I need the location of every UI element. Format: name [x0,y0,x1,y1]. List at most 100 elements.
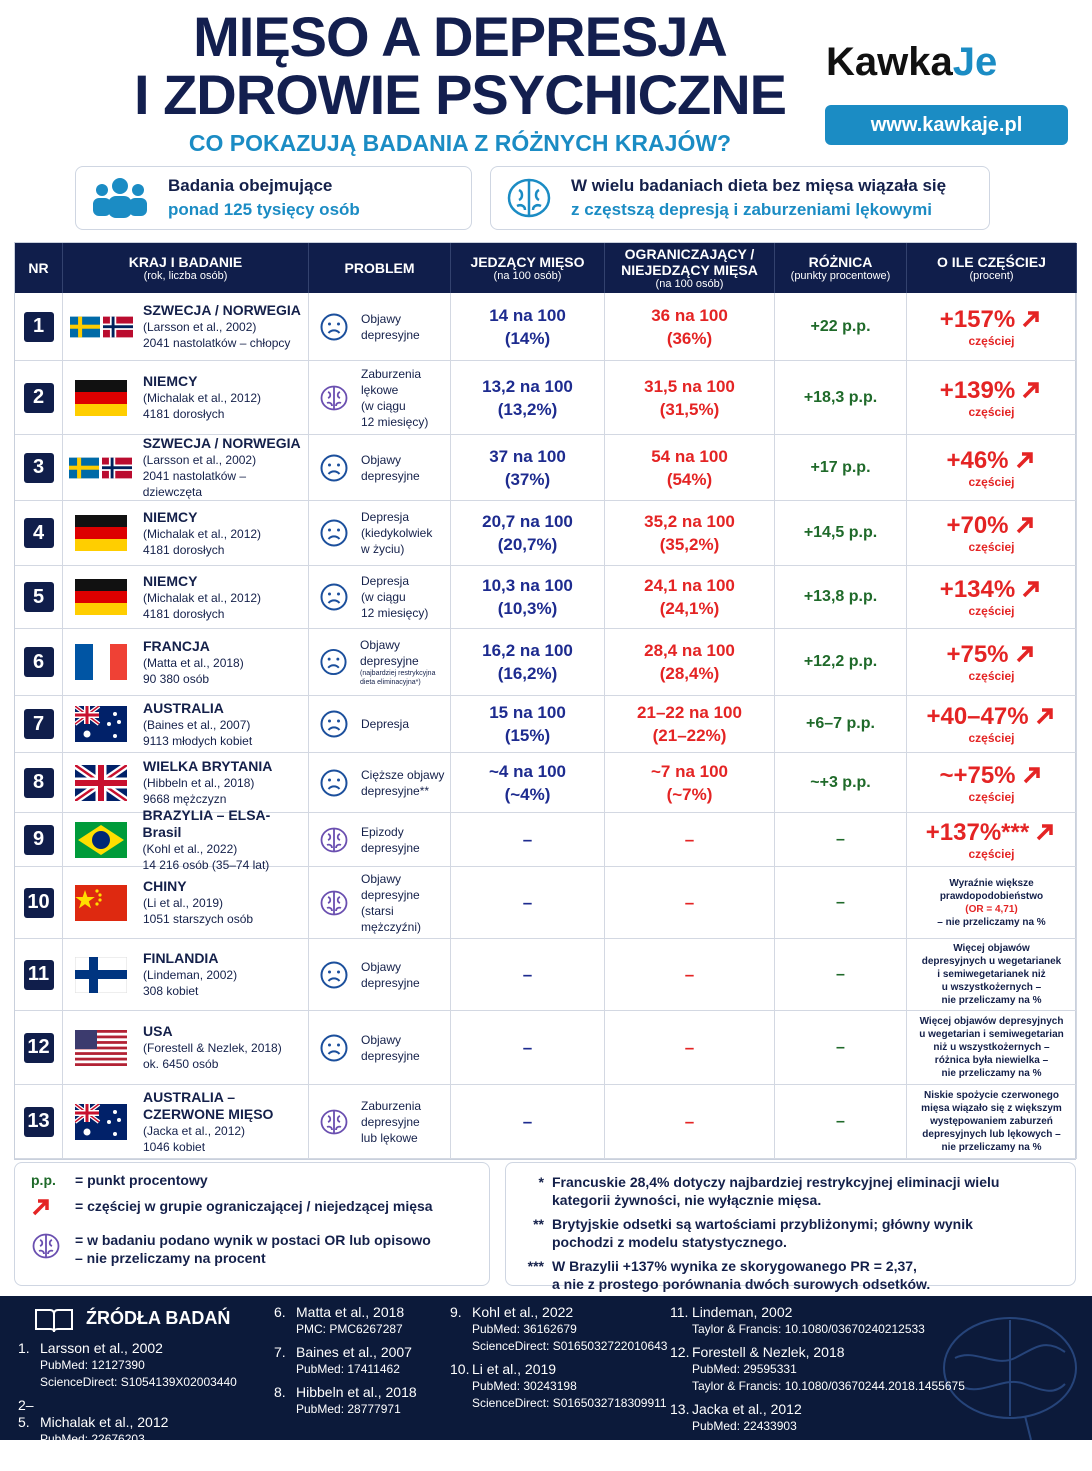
legend-item: p.p. = punkt procentowy [31,1171,489,1189]
row-number: 7 [23,709,54,739]
source-column: 9. Kohl et al., 2022 PubMed: 36162679 Scien… [450,1304,667,1418]
source: 6. Matta et al., 2018 PMC: PMC6267287 [274,1304,417,1338]
flag [69,316,133,338]
more-row: +157% [940,306,1043,334]
icon-part [75,591,127,603]
icon-part [75,1103,99,1122]
restrict-value: – [684,1038,695,1057]
diff-cell: – [775,1011,907,1085]
flag [69,706,133,742]
row-number: 4 [23,518,54,548]
icon-part [320,1109,348,1134]
diff-cell: +14,5 p.p. [775,501,907,566]
meat-value: (~4%) [504,784,551,804]
icon-part [320,769,348,796]
problem-line: Cięższe objawy [361,767,445,782]
study-line: 14 216 osób (35–74 lat) [142,857,270,872]
flag [69,764,133,801]
icon [102,316,133,337]
meat-cell: ~4 na 100 (~4%) [451,753,605,813]
diff-cell: +12,2 p.p. [775,629,907,696]
icon-part [75,889,95,908]
country-line: WIELKA BRYTANIA [143,758,272,775]
restrict-value: 28,4 na 100 [644,641,735,660]
source-id: ScienceDirect: S0165032718309911 [472,1396,667,1410]
source-id: PubMed: 36162679 [472,1322,577,1336]
diff-value: ~+3 p.p. [810,773,871,791]
problem-cell: Objawy depresyjne [309,293,451,361]
more-value: +134% [939,576,1016,603]
restrict-cell: 35,2 na 100 (35,2%) [605,501,775,566]
more-row: ~+75% [939,762,1043,790]
row-number: 5 [23,582,54,612]
icon-part [75,527,127,539]
restrict-value: (31,5%) [659,399,720,419]
row-number: 1 [23,311,54,342]
icon-part [326,386,342,409]
country-name: BRAZYLIA – ELSA-Brasil [142,806,271,840]
more-cell: +134% częściej [907,566,1077,629]
icon-part [1016,517,1033,534]
country-text: FINLANDIA (Lindeman, 2002) 308 kobiet [143,950,237,999]
meat-value: (14%) [504,328,551,348]
problem-line: Objawy [361,311,402,326]
header-title: NR [28,260,49,276]
restrict-cell: – [605,1011,775,1085]
source-id: PMC: PMC6267287 [296,1322,403,1336]
meat-value: ~4 na 100 [488,761,567,781]
meat-value: 20,7 na 100 [482,512,573,531]
more-label: częściej [968,731,1015,745]
nr-cell: 7 [15,696,63,753]
nr-cell: 3 [15,435,63,501]
note-line: (OR = 4,71) [965,903,1018,915]
more-label: częściej [968,669,1015,683]
icon [75,644,127,680]
problem-line: 12 miesięcy) [361,414,429,429]
icon [75,515,127,551]
icon [74,821,127,858]
icon-part [327,469,341,475]
source-number: 12. [670,1344,690,1360]
more-value: +46% [946,446,1009,474]
icon [32,1233,60,1259]
problem-line: Depresja [361,717,410,731]
problem-line: depresyjne [361,327,420,342]
note-line: – nie przeliczamy na % [937,916,1046,928]
note-cell: Więcej objawów depresyjnych u wegetarian … [907,1011,1077,1085]
icon-part [75,515,127,527]
source-number: 13. [670,1401,690,1417]
problem-line: depresyjne** [361,783,430,798]
source-number: 9. [450,1304,462,1320]
icon [320,769,348,796]
row-number: 13 [23,1106,54,1137]
source-number: 11. [670,1304,689,1320]
restrict-cell: – [605,867,775,939]
icon-part [102,465,133,469]
header-title: PROBLEM [344,260,415,276]
study-line: (Hibbeln et al., 2018) [143,776,255,790]
problem-text: Objawy depresyjne (najbardziej restrykcyjn… [360,637,450,687]
icon-part [75,539,127,551]
more-label: częściej [968,404,1015,419]
country-name: AUSTRALIA [143,699,224,716]
header-cell: RÓŻNICA (punkty procentowe) [775,243,907,293]
icon [320,313,348,340]
legend: p.p. = punkt procentowy = częściej w grupi… [14,1162,490,1286]
country-name: FINLANDIA [143,950,219,966]
icon [69,316,100,337]
source: 7. Baines et al., 2007 PubMed: 17411462 [274,1344,417,1378]
icon-part [75,644,93,680]
footnote: * Francuskie 28,4% dotyczy najbardziej re… [520,1173,1065,1209]
country-cell: AUSTRALIA – CZERWONE MIĘSO (Jacka et al., … [63,1085,309,1159]
icon-part [337,970,340,973]
restrict-value: – [684,965,695,984]
diff-cell: – [775,867,907,939]
country-cell: USA (Forestell & Nezlek, 2018) ok. 6450 os… [63,1011,309,1085]
url[interactable]: www.kawkaje.pl [825,105,1068,145]
country-line: NIEMCY [143,509,261,526]
note-line: Więcej objawów [953,943,1030,954]
icon-part [320,890,348,915]
footnote-line: a nie z prostego porównania dwóch surowy… [552,1276,931,1292]
study-line: (Michalak et al., 2012) [143,590,262,605]
icon-part [320,1034,348,1061]
